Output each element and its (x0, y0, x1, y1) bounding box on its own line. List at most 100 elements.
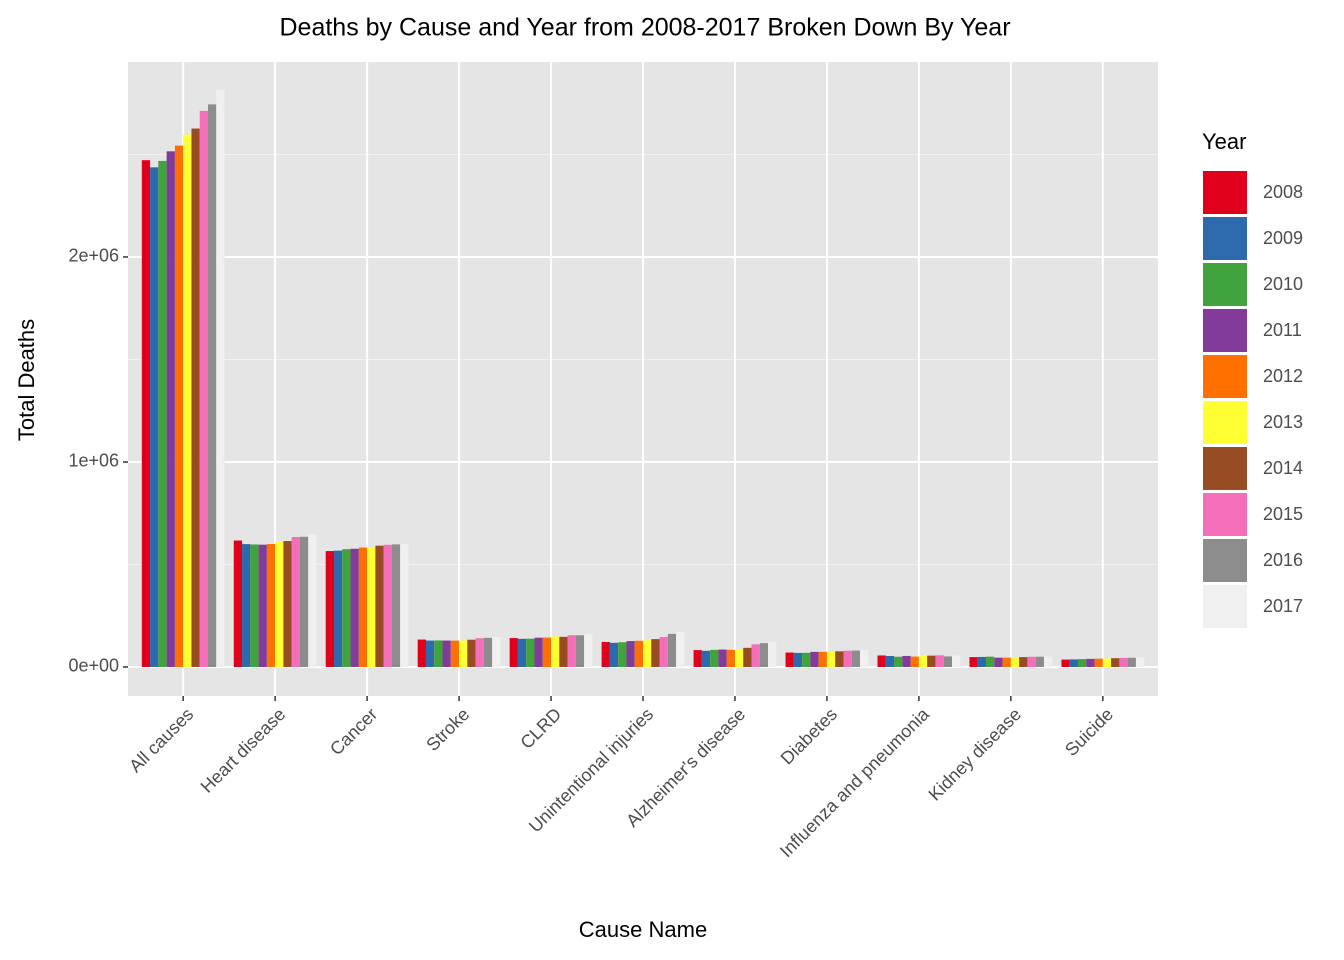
bar (710, 649, 719, 667)
bar (174, 145, 184, 667)
bar (183, 134, 192, 667)
bar (216, 90, 225, 667)
bar (634, 640, 643, 667)
bar (250, 544, 259, 667)
legend-label: 2015 (1263, 504, 1303, 524)
legend-key (1203, 447, 1247, 490)
legend-label: 2009 (1263, 228, 1303, 248)
bar (1019, 657, 1028, 667)
x-tick-label: Stroke (422, 704, 473, 755)
bar (242, 544, 251, 667)
bar (785, 652, 794, 667)
bar (233, 540, 243, 667)
legend-key (1203, 401, 1247, 444)
bar (575, 635, 585, 667)
bar (943, 656, 952, 667)
bar (826, 651, 836, 667)
bar (835, 651, 844, 667)
legend-label: 2013 (1263, 412, 1303, 432)
bar (542, 637, 552, 667)
bar (1061, 659, 1070, 667)
bar (726, 649, 735, 667)
bar (1077, 659, 1087, 667)
bar (584, 634, 593, 667)
bar (860, 649, 869, 667)
bar (275, 541, 284, 667)
bar (517, 638, 527, 667)
legend-key (1203, 263, 1247, 306)
bar (877, 655, 886, 667)
bar (475, 638, 484, 667)
bar (375, 545, 384, 667)
bar (334, 550, 343, 667)
x-tick-label: Influenza and pneumonia (776, 703, 934, 861)
legend-key (1203, 585, 1247, 628)
bar (299, 536, 309, 667)
bar (751, 644, 760, 667)
bar (659, 636, 668, 667)
bar (618, 642, 627, 667)
bar (986, 656, 995, 667)
legend-key (1203, 493, 1247, 536)
bar (266, 544, 276, 667)
x-tick-label: Cancer (326, 704, 381, 759)
bar (459, 640, 468, 667)
bar (526, 638, 535, 667)
legend-label: 2010 (1263, 274, 1303, 294)
bar (927, 655, 936, 667)
bar (843, 650, 852, 667)
bar (308, 534, 317, 667)
legend-key (1203, 355, 1247, 398)
bar (166, 151, 175, 667)
bar (902, 655, 911, 667)
bar (150, 167, 159, 667)
bar (718, 649, 727, 667)
bar (417, 639, 426, 667)
x-tick-label: Kidney disease (925, 704, 1025, 804)
bar (358, 547, 368, 667)
bar (158, 160, 167, 667)
bar (935, 655, 944, 667)
bar (651, 639, 660, 667)
legend-label: 2016 (1263, 550, 1303, 570)
bar (793, 652, 803, 667)
legend-key (1203, 217, 1247, 260)
bar (1002, 657, 1011, 667)
bar (199, 110, 209, 667)
bar (208, 104, 217, 667)
bar (450, 640, 460, 667)
bar (759, 643, 769, 667)
x-axis-title: Cause Name (579, 917, 707, 942)
legend-label: 2008 (1263, 182, 1303, 202)
bar (818, 651, 827, 667)
bar (425, 640, 435, 667)
bar (141, 160, 151, 667)
bar (391, 544, 401, 667)
bar (342, 549, 351, 667)
bar (291, 537, 300, 667)
y-axis-title: Total Deaths (14, 319, 39, 441)
bar (1035, 656, 1044, 667)
bar (534, 637, 543, 667)
bar (969, 657, 978, 667)
bar (994, 657, 1003, 667)
legend-key (1203, 309, 1247, 352)
bar (1094, 658, 1103, 667)
legend-label: 2012 (1263, 366, 1303, 386)
legend-key (1203, 171, 1247, 214)
bar (325, 551, 334, 667)
bar (1111, 658, 1120, 667)
bar (701, 650, 711, 667)
bar (1069, 659, 1078, 667)
bar (509, 638, 518, 667)
bar (693, 650, 702, 667)
bar (743, 647, 752, 667)
bar (918, 655, 928, 667)
bar (1010, 657, 1020, 667)
bar (768, 642, 777, 667)
bar (626, 641, 635, 667)
bar (643, 640, 652, 667)
bar (283, 541, 292, 667)
